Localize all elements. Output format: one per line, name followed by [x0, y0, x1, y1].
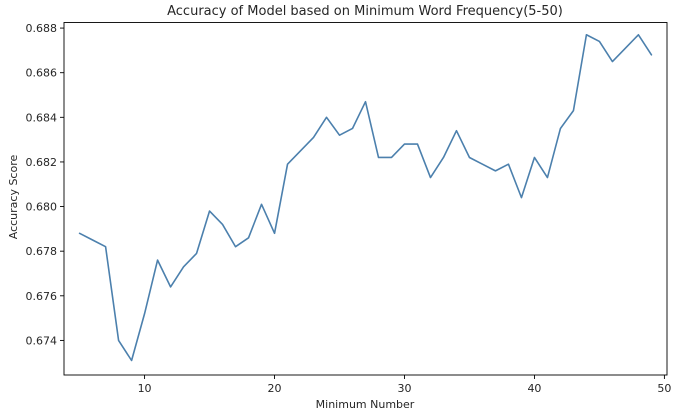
data-point — [650, 53, 653, 56]
x-tick-label: 10 — [138, 382, 152, 395]
y-tick-label: 0.688 — [26, 22, 58, 35]
y-axis-label: Accuracy Score — [7, 155, 20, 240]
data-point — [221, 223, 224, 226]
data-point — [533, 156, 536, 159]
data-point — [546, 176, 549, 179]
data-point — [286, 163, 289, 166]
data-point — [585, 33, 588, 36]
y-tick-label: 0.678 — [26, 245, 58, 258]
y-tick-label: 0.684 — [26, 111, 58, 124]
data-point — [273, 232, 276, 235]
data-point — [624, 47, 627, 50]
data-point — [338, 134, 341, 137]
data-point — [481, 163, 484, 166]
plot-frame — [63, 22, 668, 376]
data-point — [598, 40, 601, 43]
data-point — [143, 312, 146, 315]
data-point — [351, 127, 354, 130]
x-axis-label: Minimum Number — [316, 398, 415, 411]
data-point — [91, 239, 94, 242]
accuracy-series-line — [78, 33, 653, 362]
data-point — [403, 143, 406, 146]
x-tick-label: 50 — [657, 382, 671, 395]
data-point — [156, 259, 159, 262]
data-point — [637, 33, 640, 36]
data-point — [494, 169, 497, 172]
x-tick-label: 30 — [397, 382, 411, 395]
data-point — [455, 129, 458, 132]
data-point — [611, 60, 614, 63]
data-point — [195, 252, 198, 255]
data-point — [169, 285, 172, 288]
chart-title: Accuracy of Model based on Minimum Word … — [167, 4, 563, 19]
data-point — [507, 163, 510, 166]
y-axis-ticks: 0.674 0.676 0.678 0.680 0.682 0.684 0.686 0.688 — [26, 22, 64, 347]
data-points — [78, 33, 653, 362]
data-point — [78, 232, 81, 235]
data-point — [416, 143, 419, 146]
y-tick-label: 0.686 — [26, 67, 58, 80]
x-tick-label: 40 — [527, 382, 541, 395]
data-point — [312, 136, 315, 139]
data-point — [572, 109, 575, 112]
data-point — [299, 149, 302, 152]
y-tick-label: 0.680 — [26, 201, 58, 214]
data-point — [468, 156, 471, 159]
data-point — [260, 203, 263, 206]
x-axis-ticks: 10 20 30 40 50 — [138, 375, 671, 395]
data-point — [442, 156, 445, 159]
data-point — [377, 156, 380, 159]
y-tick-label: 0.674 — [26, 334, 58, 347]
data-point — [104, 245, 107, 248]
data-point — [208, 210, 211, 213]
data-point — [325, 116, 328, 119]
data-point — [559, 127, 562, 130]
data-point — [130, 359, 133, 362]
x-tick-label: 20 — [268, 382, 282, 395]
data-point — [390, 156, 393, 159]
y-tick-label: 0.682 — [26, 156, 58, 169]
data-point — [234, 245, 237, 248]
y-tick-label: 0.676 — [26, 290, 58, 303]
data-point — [182, 265, 185, 268]
data-point — [429, 176, 432, 179]
data-point — [117, 339, 120, 342]
data-point — [520, 196, 523, 199]
data-point — [247, 236, 250, 239]
data-point — [364, 100, 367, 103]
